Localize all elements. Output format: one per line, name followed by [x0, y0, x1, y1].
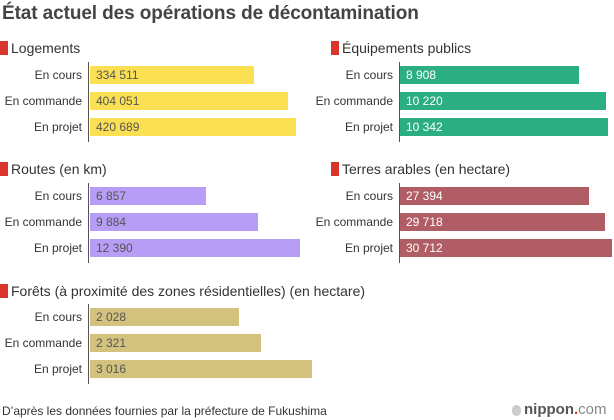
bar-routes — [90, 239, 300, 257]
bar-routes — [90, 213, 258, 231]
bar-forets — [90, 334, 261, 352]
bar-forets — [90, 360, 312, 378]
panel-title-text: Routes (en km) — [11, 161, 107, 177]
panel-title-terres: Terres arables (en hectare) — [331, 161, 510, 177]
logo-dot: . — [573, 401, 579, 418]
panel-title-text: Forêts (à proximité des zones résidentie… — [11, 283, 366, 299]
category-label: En cours — [34, 68, 82, 82]
category-label: En cours — [34, 310, 82, 324]
bar-value-label: 10 342 — [406, 120, 443, 134]
bar-equipements — [400, 92, 606, 110]
category-label: En cours — [345, 189, 393, 203]
bar-value-label: 420 689 — [96, 120, 140, 134]
panel-title-text: Terres arables (en hectare) — [342, 161, 511, 177]
category-label: En projet — [33, 120, 82, 134]
bar-value-label: 2 028 — [96, 310, 127, 324]
panel-marker — [0, 284, 8, 298]
axis-line-forets — [88, 304, 89, 384]
panel-title-logements: Logements — [0, 40, 80, 56]
bar-value-label: 3 016 — [96, 362, 127, 376]
bar-value-label: 404 051 — [96, 94, 140, 108]
panel-title-forets: Forêts (à proximité des zones résidentie… — [0, 283, 365, 299]
bar-value-label: 8 908 — [406, 68, 437, 82]
bar-value-label: 12 390 — [96, 241, 133, 255]
panel-title-routes: Routes (en km) — [0, 161, 107, 177]
axis-line-routes — [88, 183, 89, 263]
category-label: En projet — [33, 362, 82, 376]
category-label: En commande — [315, 94, 393, 108]
bar-terres — [400, 213, 605, 231]
bar-value-label: 334 511 — [96, 68, 139, 82]
bar-logements — [90, 92, 288, 110]
bar-terres — [400, 187, 589, 205]
logo-name: nippon — [524, 401, 574, 418]
category-label: En commande — [4, 94, 82, 108]
axis-line-terres — [399, 183, 400, 263]
panel-title-text: Logements — [11, 40, 81, 56]
bar-terres — [400, 239, 612, 257]
panel-marker — [331, 41, 339, 55]
bar-equipements — [400, 66, 579, 84]
category-label: En commande — [4, 215, 82, 229]
bar-forets — [90, 308, 239, 326]
category-label: En projet — [344, 120, 393, 134]
panel-marker — [331, 162, 339, 176]
logo-tld: com — [578, 401, 607, 418]
bar-logements — [90, 66, 254, 84]
logo-icon — [512, 404, 521, 416]
category-label: En projet — [344, 241, 393, 255]
panel-marker — [0, 41, 8, 55]
bar-equipements — [400, 118, 608, 136]
category-label: En commande — [4, 336, 82, 350]
bar-value-label: 6 857 — [96, 189, 127, 203]
bar-value-label: 29 718 — [406, 215, 443, 229]
bar-routes — [90, 187, 206, 205]
panel-title-equipements: Équipements publics — [331, 40, 471, 56]
category-label: En cours — [34, 189, 82, 203]
bar-logements — [90, 118, 296, 136]
panel-title-text: Équipements publics — [342, 40, 472, 56]
bar-value-label: 30 712 — [406, 241, 443, 255]
bar-value-label: 10 220 — [406, 94, 443, 108]
panel-marker — [0, 162, 8, 176]
nippon-logo: nippon.com — [512, 401, 607, 418]
bar-value-label: 27 394 — [406, 189, 443, 203]
category-label: En projet — [33, 241, 82, 255]
source-note: D’après les données fournies par la préf… — [2, 404, 327, 418]
page-title: État actuel des opérations de décontamin… — [2, 3, 419, 24]
axis-line-logements — [88, 62, 89, 142]
category-label: En cours — [345, 68, 393, 82]
category-label: En commande — [315, 215, 393, 229]
axis-line-equipements — [399, 62, 400, 142]
bar-value-label: 2 321 — [96, 336, 127, 350]
bar-value-label: 9 884 — [96, 215, 127, 229]
